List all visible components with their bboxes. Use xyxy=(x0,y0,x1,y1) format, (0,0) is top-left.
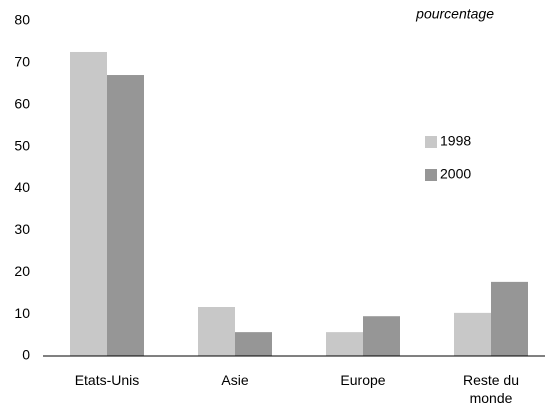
bar xyxy=(326,332,363,356)
y-tick-label: 80 xyxy=(14,12,30,28)
x-tick-label: Etats-Unis xyxy=(74,372,140,388)
y-tick-label: 70 xyxy=(14,54,30,70)
legend-label: 2000 xyxy=(440,166,471,182)
bar xyxy=(363,316,400,356)
bar xyxy=(454,312,491,356)
legend-swatch xyxy=(425,169,437,181)
bar xyxy=(491,281,528,356)
legend-label: 1998 xyxy=(440,133,471,149)
y-tick-label: 20 xyxy=(14,263,30,279)
bar xyxy=(70,51,107,357)
bar xyxy=(107,75,144,357)
y-tick-label: 40 xyxy=(14,179,30,195)
y-tick-label: 50 xyxy=(14,137,30,153)
bar xyxy=(198,307,235,356)
x-tick-label: Europe xyxy=(340,372,386,388)
annotation: pourcentage xyxy=(415,6,494,22)
x-tick-label: Reste du monde xyxy=(462,372,520,406)
y-tick-label: 30 xyxy=(14,221,30,237)
y-tick-label: 10 xyxy=(14,305,30,321)
y-tick-label: 0 xyxy=(22,347,30,363)
legend-swatch xyxy=(425,136,437,148)
x-tick-label: Asie xyxy=(221,372,249,388)
y-tick-label: 60 xyxy=(14,95,30,111)
bar xyxy=(235,332,272,356)
